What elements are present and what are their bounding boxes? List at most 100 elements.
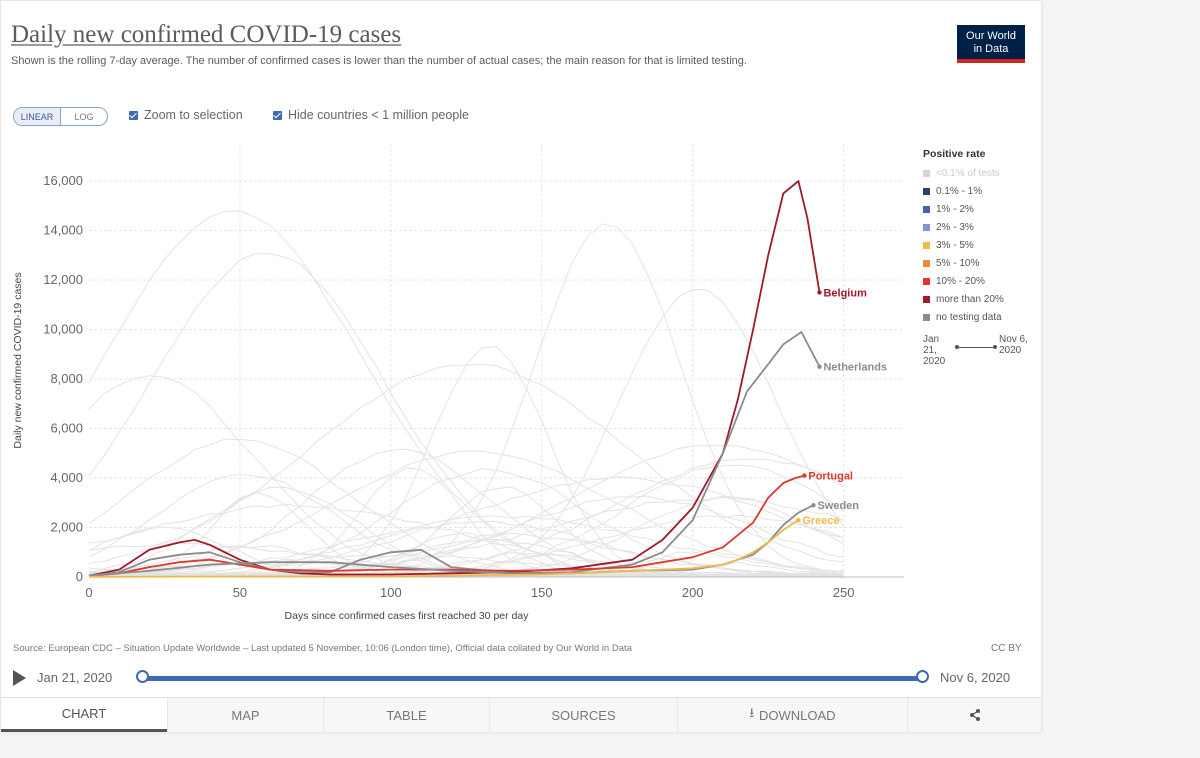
tab-chart[interactable]: CHART — [1, 698, 167, 732]
share-button[interactable] — [907, 698, 1041, 732]
y-tick-label: 0 — [76, 569, 83, 584]
legend-item[interactable]: 1% - 2% — [923, 200, 1033, 218]
background-line — [88, 515, 844, 575]
background-line — [88, 448, 844, 578]
scale-toggle: LINEAR LOG — [13, 107, 108, 126]
series-endpoint-netherlands — [817, 364, 822, 369]
legend-label: 5% - 10% — [936, 257, 980, 269]
background-line — [88, 476, 844, 577]
background-line — [88, 210, 844, 578]
series-line-greece — [88, 519, 799, 578]
background-line — [88, 253, 844, 578]
logo-line-1: Our World — [966, 30, 1016, 42]
legend-item[interactable]: 10% - 20% — [923, 272, 1033, 290]
tab-sources[interactable]: SOURCES — [489, 698, 677, 732]
y-tick-label: 14,000 — [43, 223, 83, 238]
background-line — [88, 450, 844, 575]
y-tick-label: 16,000 — [43, 173, 83, 188]
license-link[interactable]: CC BY — [991, 643, 1022, 654]
log-button[interactable]: LOG — [74, 111, 94, 122]
zoom-label: Zoom to selection — [144, 108, 243, 122]
legend-item[interactable]: more than 20% — [923, 290, 1033, 308]
owid-logo[interactable]: Our World in Data — [957, 25, 1025, 63]
series-endpoint-belgium — [817, 290, 822, 295]
share-icon — [969, 709, 980, 721]
hide-label: Hide countries < 1 million people — [288, 108, 470, 122]
zoom-checkbox[interactable] — [129, 110, 138, 120]
legend-label: more than 20% — [936, 293, 1004, 305]
legend-item[interactable]: 5% - 10% — [923, 254, 1033, 272]
series-label-netherlands: Netherlands — [823, 362, 887, 374]
background-line — [88, 486, 844, 578]
timeline-end-label: Nov 6, 2020 — [940, 670, 1011, 685]
x-tick-label: 150 — [531, 585, 553, 600]
background-line — [88, 363, 844, 564]
legend-time-arrow — [955, 345, 997, 349]
positive-rate-legend: Positive rate <0.1% of tests 0.1% - 1% 1% … — [923, 148, 1033, 374]
y-tick-label: 2,000 — [50, 520, 83, 535]
hide-checkbox[interactable] — [273, 110, 282, 120]
legend-title: Positive rate — [923, 148, 986, 160]
legend-item[interactable]: <0.1% of tests — [923, 164, 1033, 182]
legend-swatch — [923, 169, 930, 177]
y-axis-label: Daily new confirmed COVID-19 cases — [12, 272, 24, 448]
tab-table[interactable]: TABLE — [323, 698, 489, 732]
series-endpoint-greece — [796, 517, 801, 523]
x-tick-label: 50 — [233, 585, 247, 600]
legend-swatch — [923, 295, 930, 303]
download-icon: ⭳ — [749, 705, 754, 720]
chart-subtitle: Shown is the rolling 7-day average. The … — [11, 55, 747, 67]
series-label-greece: Greece — [802, 515, 839, 527]
background-country-lines — [88, 210, 845, 578]
axis-labels: 0 2,000 4,000 6,000 8,000 10,000 12,000 14,000 1… — [12, 173, 854, 622]
timeline-start-label: Jan 21, 2020 — [37, 670, 113, 685]
series-endpoint-portugal — [802, 473, 807, 478]
legend-swatch — [923, 187, 930, 195]
legend-time-end: Nov 6, 2020 — [999, 334, 1028, 356]
legend-items: <0.1% of tests 0.1% - 1% 1% - 2% 2% - 3% 3% … — [923, 164, 1033, 326]
legend-swatch — [923, 223, 930, 231]
logo-line-2: in Data — [973, 43, 1009, 55]
linear-button[interactable]: LINEAR — [14, 108, 61, 125]
source-note[interactable]: Source: European CDC – Situation Update … — [13, 643, 632, 654]
y-tick-label: 10,000 — [43, 322, 83, 337]
legend-item[interactable]: 0.1% - 1% — [923, 182, 1033, 200]
zoom-option[interactable]: Zoom to selection — [129, 108, 243, 122]
series-line-belgium — [88, 180, 821, 577]
legend-swatch — [923, 259, 930, 267]
timeline-track[interactable] — [143, 676, 923, 681]
x-tick-label: 250 — [833, 585, 855, 600]
series-label-belgium: Belgium — [823, 287, 867, 299]
timeline-start-handle[interactable] — [136, 670, 149, 683]
legend-swatch — [923, 313, 930, 321]
chart-tabs: CHART MAP TABLE SOURCES ⭳ DOWNLOAD — [1, 697, 1041, 732]
legend-label: no testing data — [936, 311, 1002, 323]
series-endpoint-sweden — [811, 503, 816, 508]
legend-label: 10% - 20% — [936, 275, 985, 287]
legend-item[interactable]: 2% - 3% — [923, 218, 1033, 236]
play-icon[interactable] — [13, 670, 26, 686]
legend-label: 2% - 3% — [936, 221, 974, 233]
legend-label: <0.1% of tests — [936, 167, 1000, 179]
chart-card: Daily new confirmed COVID-19 cases Shown… — [0, 0, 1042, 732]
tab-map[interactable]: MAP — [167, 698, 323, 732]
tab-download[interactable]: ⭳ DOWNLOAD — [677, 698, 907, 732]
hide-option[interactable]: Hide countries < 1 million people — [273, 108, 469, 122]
legend-timeline: Jan 21, 2020 Nov 6, 2020 — [923, 334, 1033, 374]
chart-title[interactable]: Daily new confirmed COVID-19 cases — [11, 21, 402, 48]
download-label: DOWNLOAD — [759, 707, 836, 723]
x-axis-label: Days since confirmed cases first reached… — [285, 610, 530, 622]
series-label-sweden: Sweden — [817, 500, 859, 512]
legend-label: 3% - 5% — [936, 239, 974, 251]
legend-swatch — [923, 205, 930, 213]
series-line-netherlands — [88, 331, 821, 577]
legend-time-start: Jan 21, 2020 — [923, 334, 946, 367]
legend-swatch — [923, 277, 930, 285]
legend-label: 1% - 2% — [936, 203, 974, 215]
background-line — [88, 223, 844, 578]
series-label-portugal: Portugal — [808, 471, 853, 483]
legend-item[interactable]: 3% - 5% — [923, 236, 1033, 254]
x-tick-label: 100 — [380, 585, 402, 600]
timeline-end-handle[interactable] — [916, 670, 929, 683]
legend-item[interactable]: no testing data — [923, 308, 1033, 326]
